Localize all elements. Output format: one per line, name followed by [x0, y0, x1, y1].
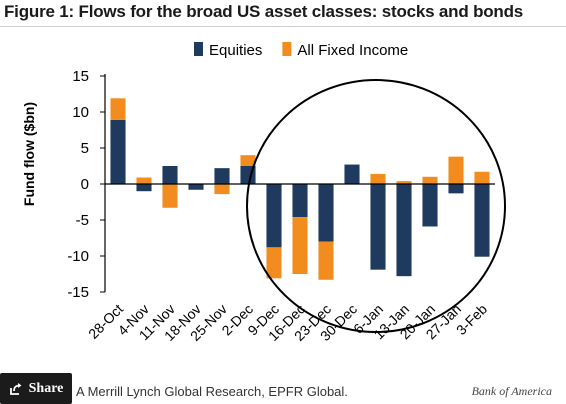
x-axis-ticks: 28-Oct4-Nov11-Nov18-Nov25-Nov2-Dec9-Dec1… [85, 301, 490, 344]
bar-fixed-income [136, 177, 152, 184]
chart-legend: Equities All Fixed Income [194, 42, 408, 59]
bar-group [110, 98, 490, 280]
share-button[interactable]: Share [0, 373, 72, 404]
y-tick-label: -5 [76, 212, 89, 229]
bar-equities [448, 184, 464, 194]
legend-swatch [282, 42, 292, 56]
bar-fixed-income [240, 155, 256, 166]
title-divider [0, 26, 566, 27]
legend-label: Equities [209, 42, 262, 59]
bar-equities [162, 166, 178, 184]
y-tick-label: 15 [72, 68, 89, 85]
y-tick-label: 0 [81, 176, 89, 193]
bar-fixed-income [370, 173, 386, 184]
legend-swatch [194, 42, 203, 56]
bar-fixed-income [292, 217, 308, 274]
axes [104, 74, 495, 292]
bar-fixed-income [214, 184, 230, 195]
legend-item: All Fixed Income [282, 42, 408, 59]
bar-equities [188, 184, 204, 190]
source-note: A Merrill Lynch Global Research, EPFR Gl… [76, 384, 348, 399]
bar-fixed-income [162, 184, 178, 208]
y-axis-label: Fund flow ($bn) [21, 102, 37, 206]
bar-fixed-income [474, 171, 490, 184]
bar-fixed-income [266, 247, 282, 279]
legend-label: All Fixed Income [297, 42, 408, 59]
bar-fixed-income [448, 156, 464, 184]
bar-equities [136, 184, 152, 192]
bar-equities [110, 119, 126, 184]
share-icon [9, 382, 22, 395]
fund-flow-chart: Equities All Fixed Income Fund flow ($bn)… [21, 42, 506, 344]
x-tick-label: 3-Feb [453, 301, 490, 338]
y-tick-label: 10 [72, 104, 89, 121]
bar-equities [422, 184, 438, 227]
bar-fixed-income [318, 241, 334, 280]
bar-equities [292, 184, 308, 218]
bar-fixed-income [396, 181, 412, 184]
figure-title: Figure 1: Flows for the broad US asset c… [4, 2, 524, 21]
y-tick-label: -15 [67, 284, 89, 301]
bar-equities [344, 164, 360, 184]
bar-equities [318, 184, 334, 242]
bar-fixed-income [110, 98, 126, 120]
brand-logo: Bank of America [471, 384, 552, 398]
share-label: Share [28, 380, 64, 396]
bar-equities [214, 168, 230, 184]
y-tick-label: -10 [67, 248, 89, 265]
bar-equities [266, 184, 282, 248]
bar-fixed-income [422, 176, 438, 184]
legend-item: Equities [194, 42, 262, 59]
bar-equities [396, 184, 412, 277]
bar-equities [474, 184, 490, 257]
bar-equities [370, 184, 386, 270]
y-axis-ticks: 15 10 5 0 -5 -10 -15 [67, 68, 105, 301]
y-tick-label: 5 [81, 140, 89, 157]
highlight-ellipse [246, 79, 506, 333]
